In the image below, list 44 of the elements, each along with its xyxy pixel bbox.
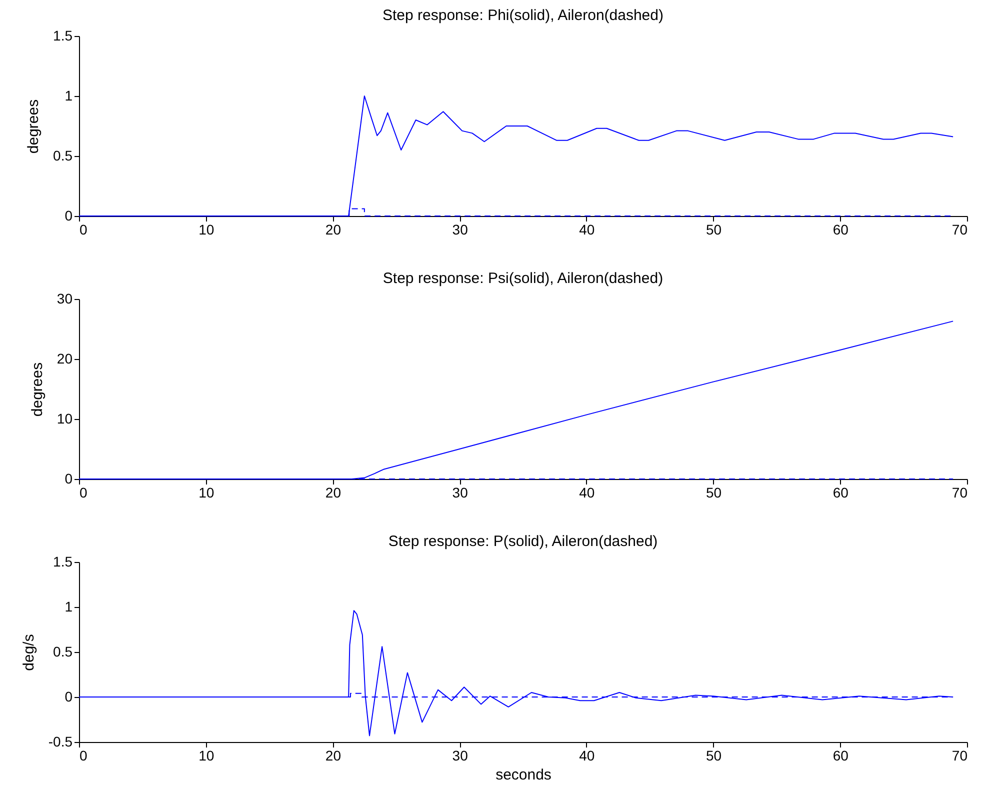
y-tick-label: 1.5 <box>53 28 73 44</box>
chart-title: Step response: Psi(solid), Aileron(dashed) <box>382 270 664 287</box>
x-tick-label: 0 <box>80 222 88 238</box>
y-tick-label: 0 <box>64 688 73 704</box>
y-tick-label: 0.5 <box>53 148 73 164</box>
x-tick-label: 40 <box>579 484 595 500</box>
x-axis-title: seconds <box>496 766 552 784</box>
chart-title: Step response: Phi(solid), Aileron(dashed) <box>382 7 664 24</box>
y-tick-label: 0.5 <box>53 644 73 660</box>
x-tick-label: 40 <box>579 222 595 238</box>
x-tick-label: 10 <box>198 748 214 764</box>
y-axis-title: degrees <box>25 99 42 154</box>
x-tick-label: 50 <box>706 484 722 500</box>
y-axis-title: deg/s <box>20 634 38 671</box>
x-tick-label: 30 <box>452 748 468 764</box>
x-tick-label: 50 <box>706 748 722 764</box>
x-tick-label: 20 <box>325 484 342 500</box>
x-tick-label: 20 <box>325 222 342 238</box>
x-tick-label: 60 <box>832 748 849 764</box>
x-tick-label: 30 <box>452 222 468 238</box>
x-tick-label: 10 <box>198 222 214 238</box>
y-tick-label: 1.5 <box>53 554 73 570</box>
x-tick-label: 70 <box>952 222 968 238</box>
x-tick-label: 60 <box>832 484 849 500</box>
y-tick-label: 0 <box>64 208 73 224</box>
y-tick-label: 30 <box>56 290 73 306</box>
x-tick-label: 70 <box>952 484 968 500</box>
y-tick-label: -0.5 <box>48 734 73 750</box>
x-tick-label: 60 <box>832 222 849 238</box>
y-tick-label: 0 <box>64 470 73 486</box>
y-tick-label: 10 <box>56 410 73 426</box>
y-tick-label: 1 <box>64 88 73 104</box>
x-tick-label: 70 <box>952 748 968 764</box>
x-tick-label: 30 <box>452 484 468 500</box>
x-tick-label: 0 <box>80 748 88 764</box>
y-tick-label: 20 <box>56 350 73 366</box>
y-tick-label: 1 <box>64 598 73 614</box>
chart-title: Step response: P(solid), Aileron(dashed) <box>388 533 658 550</box>
x-tick-label: 50 <box>706 222 722 238</box>
x-tick-label: 10 <box>198 484 214 500</box>
x-tick-label: 20 <box>325 748 342 764</box>
x-tick-label: 0 <box>80 484 88 500</box>
y-axis-title: degrees <box>28 362 46 417</box>
x-tick-label: 40 <box>579 748 595 764</box>
